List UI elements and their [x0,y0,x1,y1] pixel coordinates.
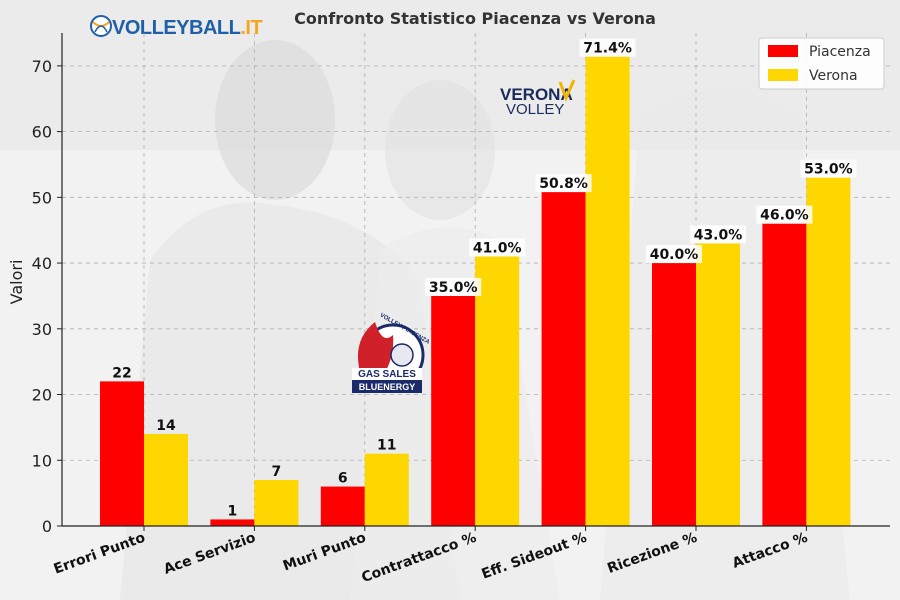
bar-piacenza-3 [431,295,476,526]
bar-piacenza-1 [210,519,255,526]
bar-verona-0 [144,433,188,526]
value-label-verona-1: 7 [272,464,282,480]
value-label-verona-3: 41.0% [473,240,522,256]
y-tick-label-0: 0 [42,517,52,536]
value-label-verona-0: 14 [156,418,176,434]
x-tick-label-6: Attacco % [730,530,810,572]
y-tick-label-60: 60 [32,123,52,142]
volleyball-it-logo: VOLLEYBALL.IT [90,15,263,39]
x-tick-labels: Errori Punto Ace Servizio Muri PuntoContra… [52,526,810,586]
value-label-verona-6: 53.0% [804,162,853,178]
verona-volley-logo: VERONA VOLLEY [500,79,576,118]
y-axis-label: Valori [7,260,26,305]
piacenza-logo-line3: BLUENERGY [359,382,416,392]
site-logo-prefix: VOLLEYBALL [112,17,241,39]
x-tick-label-3: Contrattacco % [360,530,479,586]
bar-verona-3 [475,256,520,526]
bar-piacenza-2 [320,486,365,526]
y-tick-label-20: 20 [32,386,52,405]
bar-verona-5 [696,243,740,526]
value-label-bg-piacenza-4 [535,174,592,193]
bar-verona-4 [585,56,630,526]
chart-title: Confronto Statistico Piacenza vs Verona [294,9,656,28]
verona-logo-line1: VERONA [500,85,573,104]
x-tick-label-1: Ace Servizio [162,530,258,578]
x-tick-label-4: Eff. Sideout % [479,530,588,583]
bar-piacenza-5 [652,263,696,526]
value-label-piacenza-2: 6 [338,471,348,487]
legend: Piacenza Verona [758,37,885,90]
value-label-piacenza-3: 35.0% [429,280,478,296]
legend-label-piacenza: Piacenza [809,44,871,60]
value-label-bg-verona-4 [579,38,636,57]
bars [100,56,851,527]
value-label-piacenza-0: 22 [112,365,131,381]
value-label-verona-5: 43.0% [694,227,743,243]
x-tick-label-0: Errori Punto [52,530,148,578]
y-tick-label-30: 30 [32,320,52,339]
bar-piacenza-4 [541,192,586,527]
value-label-piacenza-6: 46.0% [760,208,809,224]
bar-verona-6 [806,177,851,526]
value-label-bg-piacenza-6 [756,205,813,224]
site-logo-suffix: .IT [240,17,262,39]
x-tick-label-5: Ricezione % [605,530,699,577]
value-label-verona-2: 11 [377,438,396,454]
y-tick-label-50: 50 [32,188,52,207]
value-label-piacenza-4: 50.8% [539,176,588,192]
bar-piacenza-6 [762,223,807,527]
x-tick-label-2: Muri Punto [281,530,369,575]
y-tick-label-70: 70 [32,57,52,76]
legend-swatch-verona [768,69,798,81]
value-labels: 22 1 6 35.0% 50.8% 40.0% 46.0% 14 7 11 41.0% 71.4% 4… [112,38,857,519]
y-tick-label-40: 40 [32,254,52,273]
y-tick-labels: 0 10 20 30 40 50 60 70 [32,57,62,536]
value-label-verona-4: 71.4% [583,41,632,57]
bar-piacenza-0 [100,381,144,526]
value-label-piacenza-1: 1 [228,503,238,519]
value-label-bg-verona-6 [800,159,857,178]
value-label-bg-piacenza-5 [646,245,702,264]
value-label-bg-verona-5 [690,225,746,244]
verona-logo-line2: VOLLEY [506,101,564,118]
piacenza-gas-sales-logo: GAS SALES BLUENERGY VOLLEY PIACENZA [352,312,431,393]
legend-swatch-piacenza [768,45,798,57]
value-label-bg-verona-3 [469,238,526,257]
axes [61,33,890,527]
bar-verona-2 [364,453,409,526]
y-tick-label-10: 10 [32,451,52,470]
value-label-piacenza-5: 40.0% [650,247,699,263]
value-label-bg-piacenza-3 [425,277,482,296]
bar-verona-1 [254,479,299,526]
legend-label-verona: Verona [809,68,858,84]
svg-text:VOLLEYBALL.IT: VOLLEYBALL.IT [112,17,262,39]
piacenza-logo-line2: GAS SALES [358,369,416,380]
